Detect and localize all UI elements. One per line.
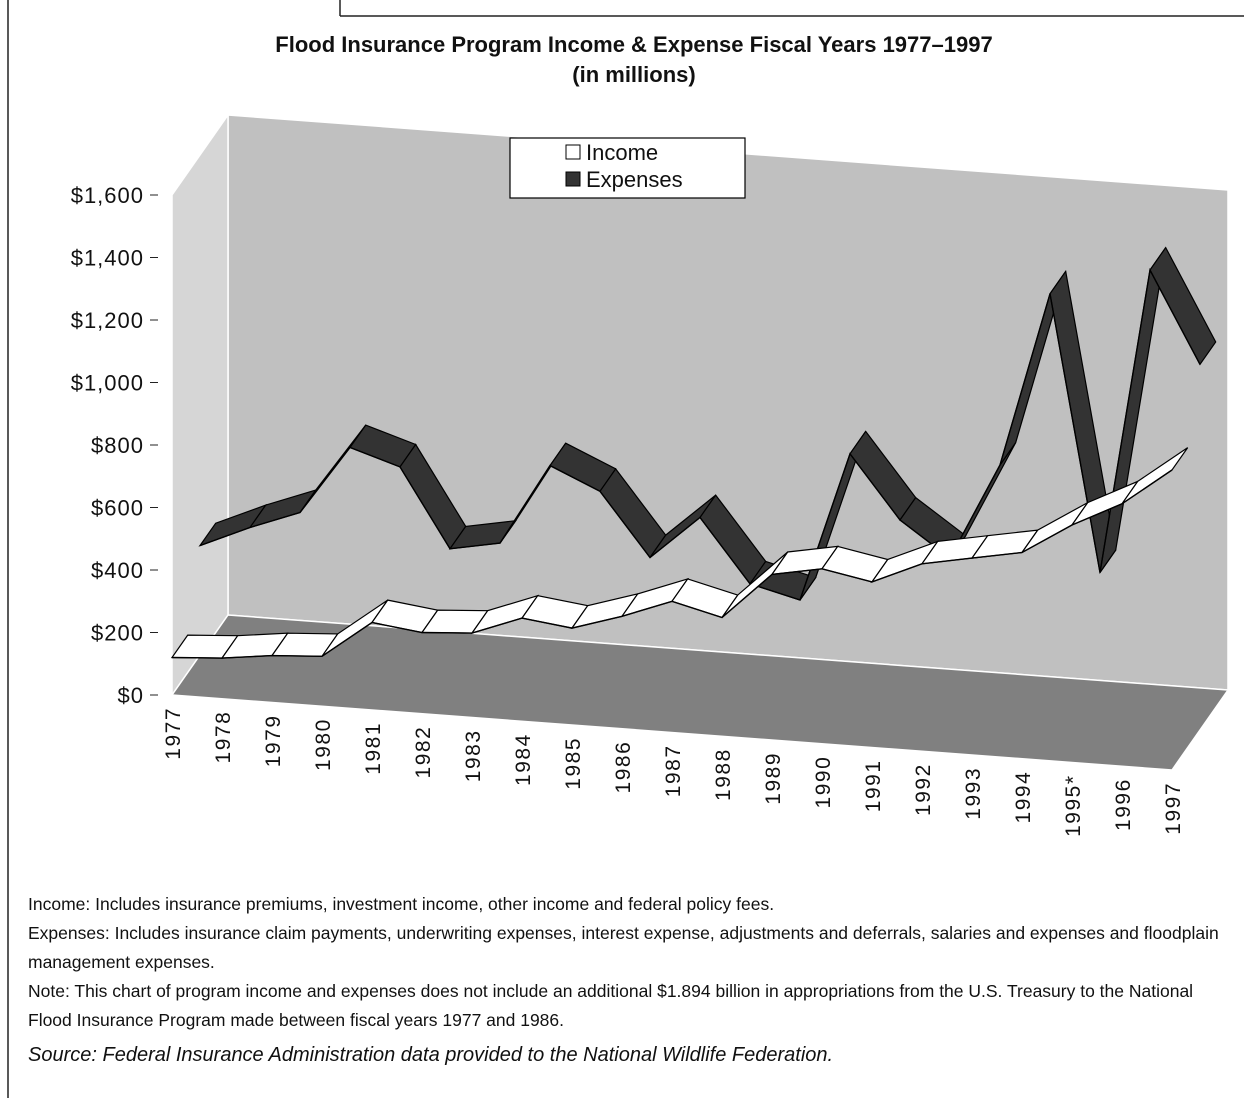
plot: $0 $200 $400 $600 $800 $1,000 $1,200 $1,400 $1,6… [71,112,1230,837]
legend-label: Expenses [586,167,683,192]
x-tick-label: 1979 [262,715,285,768]
x-tick-label: 1986 [612,741,635,794]
y-tick-label: $1,400 [71,246,144,271]
series-line [199,267,1201,601]
notes: Income: Includes insurance premiums, inv… [28,890,1223,1070]
x-tick-label: 1992 [912,763,935,816]
x-tick-label: 1982 [412,726,435,779]
y-tick-label: $800 [91,433,144,458]
x-tick-label: 1994 [1012,771,1035,824]
x-tick-label: 1993 [962,767,985,820]
x-tick-label: 1991 [862,760,885,813]
y-tick-label: $400 [91,558,144,583]
chart-subtitle: (in millions) [572,62,695,87]
x-tick-label: 1983 [462,730,485,783]
side-wall [171,112,229,698]
chart-title: Flood Insurance Program Income & Expense… [275,32,992,57]
legend-swatch [565,171,581,187]
x-tick-label: 1977 [162,707,185,760]
x-tick-label: 1989 [762,752,785,805]
x-tick-label: 1980 [312,718,335,771]
y-tick-label: $600 [91,496,144,521]
x-tick-label: 1978 [212,711,235,764]
x-tick-label: 1990 [812,756,835,809]
y-tick-label: $1,000 [71,371,144,396]
x-tick-label: 1996 [1112,778,1135,831]
y-tick-label: $1,200 [71,308,144,333]
x-tick-label: 1984 [512,733,535,786]
y-tick-label: $0 [118,683,144,708]
legend-box [509,137,746,199]
y-tick-label: $1,600 [71,183,144,208]
x-tick-label: 1981 [362,722,385,775]
legend-swatch [565,144,581,160]
note: Income: Includes insurance premiums, inv… [28,894,775,914]
source: Source: Federal Insurance Administration… [28,1044,834,1066]
x-tick-label: 1985 [562,737,585,790]
x-tick-label: 1987 [662,745,685,798]
y-tick-label: $200 [91,621,144,646]
x-tick-label: 1997 [1162,782,1185,835]
note: Expenses: Includes insurance claim payme… [28,923,1219,972]
x-tick-label: 1995* [1062,775,1085,837]
note: Note: This chart of program income and e… [28,981,1194,1030]
legend-label: Income [586,140,658,165]
x-tick-label: 1988 [712,748,735,801]
series-line [171,469,1173,659]
